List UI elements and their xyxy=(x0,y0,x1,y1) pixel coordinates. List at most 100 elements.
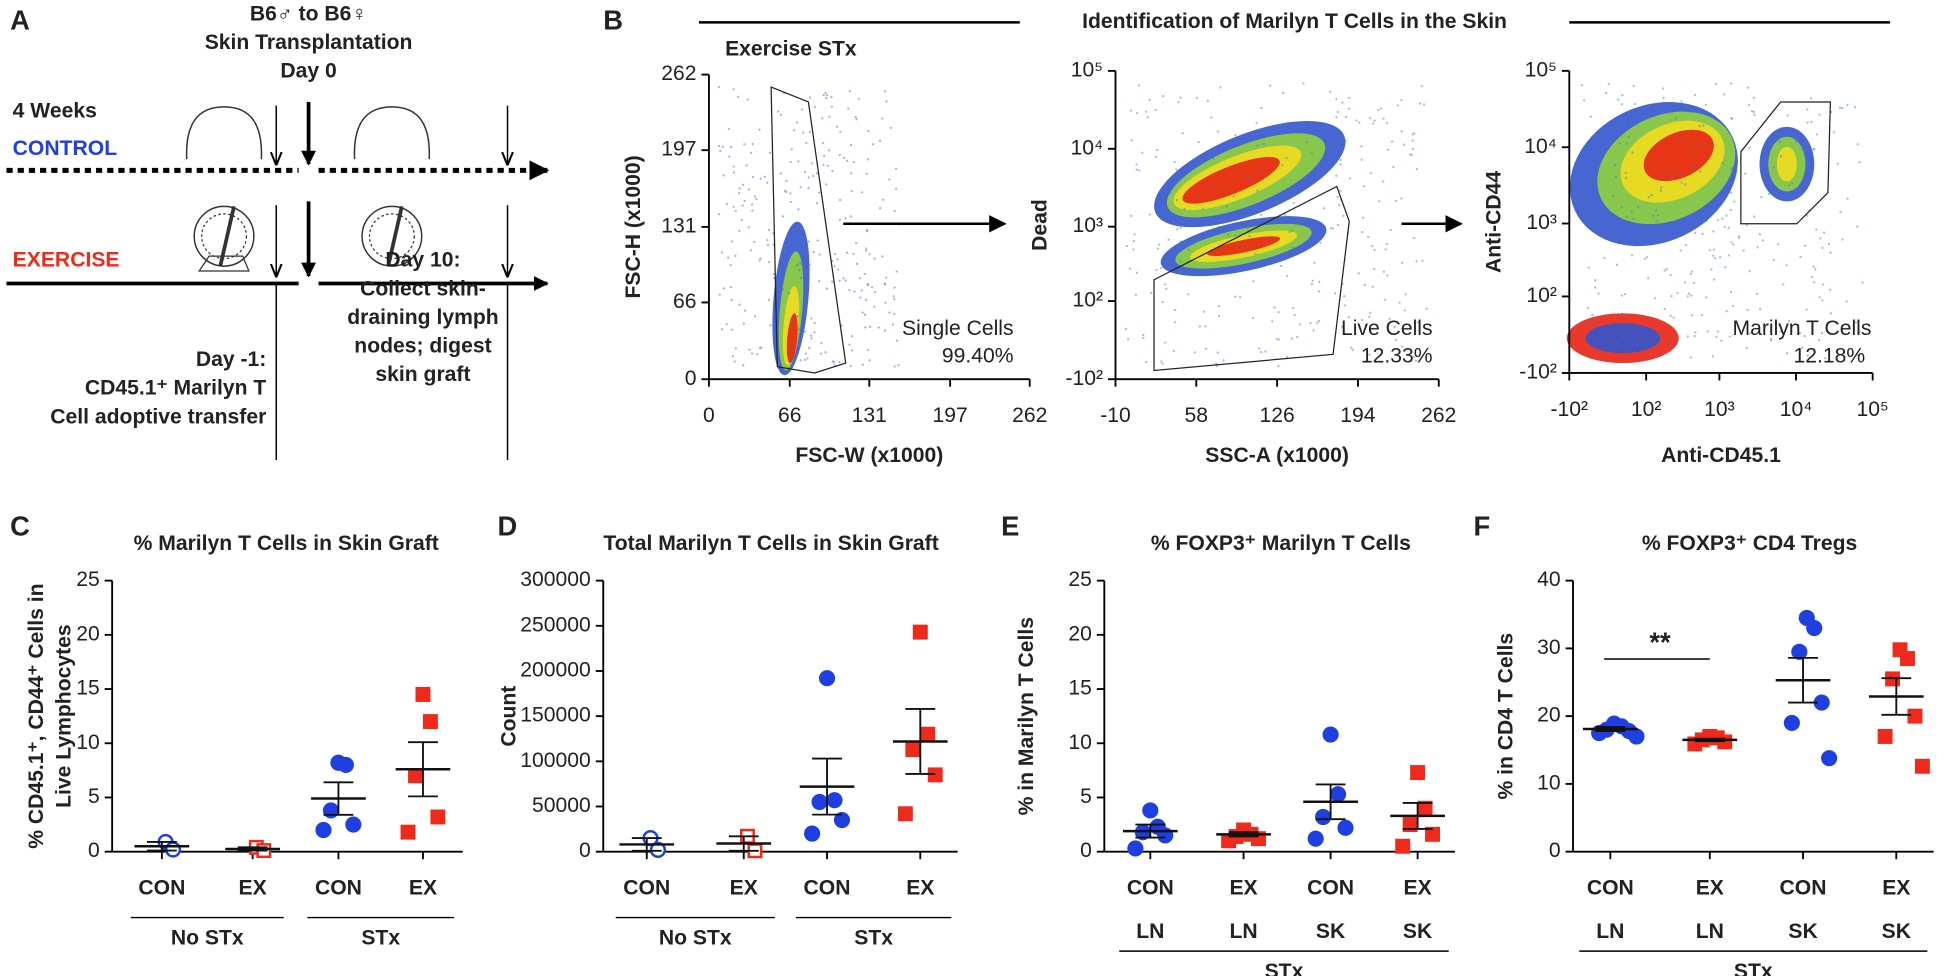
event-dot xyxy=(1403,309,1406,312)
event-dot xyxy=(1382,270,1385,273)
event-dot xyxy=(807,176,810,179)
data-point xyxy=(1425,826,1440,842)
event-dot xyxy=(1290,337,1293,340)
event-dot xyxy=(1712,278,1716,281)
event-dot xyxy=(1322,207,1326,210)
event-dot xyxy=(799,186,802,189)
event-dot xyxy=(1772,259,1775,262)
event-dot xyxy=(742,322,745,325)
event-dot xyxy=(1198,325,1201,328)
event-dot xyxy=(1260,106,1263,110)
event-dot xyxy=(810,162,814,165)
event-dot xyxy=(1823,231,1826,234)
event-dot xyxy=(1162,94,1165,98)
label: 30 xyxy=(1537,636,1561,659)
wheel-icon xyxy=(193,205,255,267)
event-dot xyxy=(738,303,741,306)
event-dot xyxy=(1264,350,1267,353)
event-dot xyxy=(1322,127,1325,130)
label: SK xyxy=(1788,920,1818,943)
event-dot xyxy=(753,240,756,244)
event-dot xyxy=(1744,172,1747,175)
label: 25 xyxy=(1068,568,1092,591)
event-dot xyxy=(1144,360,1148,364)
event-dot xyxy=(1690,294,1693,297)
label: C xyxy=(10,511,30,542)
event-dot xyxy=(1337,156,1341,159)
event-dot xyxy=(1316,321,1319,324)
event-dot xyxy=(1761,239,1764,242)
event-dot xyxy=(1183,207,1186,211)
label: 10 xyxy=(76,731,100,754)
event-dot xyxy=(1806,121,1809,124)
event-dot xyxy=(1348,96,1351,99)
event-dot xyxy=(1854,321,1858,324)
event-dot xyxy=(1179,96,1182,99)
data-point xyxy=(1307,830,1324,847)
event-dot xyxy=(1630,210,1633,213)
data-point xyxy=(897,806,913,822)
event-dot xyxy=(1273,306,1276,309)
event-dot xyxy=(777,110,780,113)
event-dot xyxy=(825,94,829,97)
data-point xyxy=(337,756,354,774)
event-dot xyxy=(760,346,763,349)
event-dot xyxy=(717,85,720,89)
event-dot xyxy=(1368,353,1371,356)
event-dot xyxy=(1818,296,1821,299)
event-dot xyxy=(1763,149,1766,152)
event-dot xyxy=(1335,97,1338,101)
event-dot xyxy=(756,353,759,356)
event-dot xyxy=(1723,93,1726,96)
event-dot xyxy=(1154,155,1158,158)
event-dot xyxy=(1778,140,1781,143)
event-dot xyxy=(885,276,888,279)
event-dot xyxy=(1729,168,1733,171)
label: -10² xyxy=(1551,398,1589,421)
label: Day -1: xyxy=(196,348,266,371)
label: 262 xyxy=(661,62,696,85)
event-dot xyxy=(1633,102,1637,106)
event-dot xyxy=(1625,142,1628,145)
event-dot xyxy=(1680,100,1683,103)
event-dot xyxy=(1753,215,1756,218)
event-dot xyxy=(1195,96,1198,100)
event-dot xyxy=(719,149,722,153)
event-dot xyxy=(1700,314,1704,317)
event-dot xyxy=(1787,319,1791,323)
event-dot xyxy=(1712,254,1715,257)
event-dot xyxy=(1845,300,1848,303)
event-dot xyxy=(725,323,728,326)
event-dot xyxy=(878,139,882,142)
label: Day 0 xyxy=(280,60,336,83)
event-dot xyxy=(1135,168,1138,171)
event-dot xyxy=(798,268,801,272)
data-point xyxy=(1783,714,1800,732)
event-dot xyxy=(1150,292,1153,295)
event-dot xyxy=(824,351,827,354)
event-dot xyxy=(1856,143,1859,146)
event-dot xyxy=(1347,316,1350,319)
event-dot xyxy=(1130,214,1133,217)
event-dot xyxy=(751,175,754,179)
label: 58 xyxy=(1185,404,1208,427)
data-point xyxy=(1329,786,1347,803)
event-dot xyxy=(1371,285,1374,288)
event-dot xyxy=(821,117,824,120)
event-dot xyxy=(857,97,860,100)
event-dot xyxy=(1232,195,1235,198)
event-dot xyxy=(1173,161,1176,164)
event-dot xyxy=(1631,151,1634,154)
data-point xyxy=(1417,800,1433,816)
event-dot xyxy=(1348,177,1352,180)
event-dot xyxy=(1368,315,1371,318)
label: EX xyxy=(730,877,758,900)
event-dot xyxy=(861,311,864,314)
event-dot xyxy=(1255,133,1259,136)
event-dot xyxy=(1702,124,1705,127)
event-dot xyxy=(1373,267,1376,271)
event-dot xyxy=(1753,113,1756,117)
event-dot xyxy=(1164,341,1167,344)
event-dot xyxy=(850,189,853,193)
event-dot xyxy=(1391,140,1394,143)
